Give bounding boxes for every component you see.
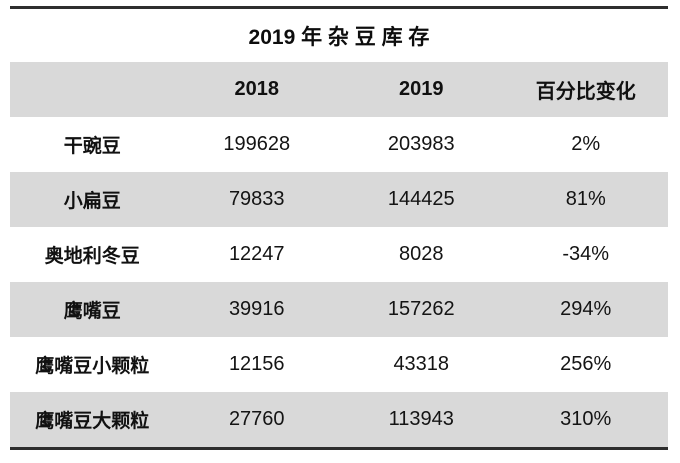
inventory-table: 2018 2019 百分比变化 干豌豆 199628 203983 2% 小扁豆… (10, 62, 668, 450)
table-header: 2018 2019 百分比变化 (10, 62, 668, 117)
table-row: 鹰嘴豆大颗粒 27760 113943 310% (10, 392, 668, 449)
table-row: 鹰嘴豆小颗粒 12156 43318 256% (10, 337, 668, 392)
value-2018-cell: 12156 (228, 353, 285, 375)
value-2019-cell: 144425 (387, 188, 455, 210)
value-2018-cell: 199628 (223, 133, 291, 155)
column-header-2018: 2018 (234, 78, 280, 100)
column-header-empty (10, 62, 175, 117)
table-row: 干豌豆 199628 203983 2% (10, 117, 668, 172)
value-2019-cell: 203983 (387, 133, 455, 155)
column-header-2019: 2019 (399, 78, 444, 100)
value-2019-cell: 113943 (388, 408, 454, 430)
row-label-cell: 鹰嘴豆大颗粒 (35, 411, 150, 432)
table-row: 奥地利冬豆 12247 8028 -34% (10, 227, 668, 282)
pct-change-cell: -34% (562, 243, 610, 265)
value-2018-cell: 39916 (228, 298, 285, 320)
column-header-pct-change: 百分比变化 (535, 81, 636, 103)
value-2019-cell: 157262 (387, 298, 455, 320)
value-2019-cell: 43318 (393, 353, 450, 375)
row-label-cell: 鹰嘴豆 (63, 301, 121, 322)
pct-change-cell: 310% (560, 408, 612, 430)
inventory-sheet: 2019 年 杂 豆 库 存 2018 2019 百分比变化 干豌豆 19962… (10, 6, 668, 450)
table-row: 小扁豆 79833 144425 81% (10, 172, 668, 227)
value-2019-cell: 8028 (399, 243, 444, 265)
value-2018-cell: 12247 (228, 243, 285, 265)
value-2018-cell: 27760 (228, 408, 285, 430)
row-label-cell: 小扁豆 (63, 191, 121, 212)
table-row: 鹰嘴豆 39916 157262 294% (10, 282, 668, 337)
table-title: 2019 年 杂 豆 库 存 (248, 25, 430, 49)
row-label-cell: 奥地利冬豆 (44, 246, 140, 267)
row-label-cell: 干豌豆 (63, 136, 121, 157)
pct-change-cell: 81% (565, 188, 606, 210)
pct-change-cell: 294% (560, 298, 612, 320)
pct-change-cell: 2% (571, 133, 601, 155)
table-body: 干豌豆 199628 203983 2% 小扁豆 79833 144425 81… (10, 117, 668, 449)
value-2018-cell: 79833 (228, 188, 285, 210)
header-row: 2018 2019 百分比变化 (10, 62, 668, 117)
pct-change-cell: 256% (560, 353, 612, 375)
row-label-cell: 鹰嘴豆小颗粒 (35, 356, 150, 377)
